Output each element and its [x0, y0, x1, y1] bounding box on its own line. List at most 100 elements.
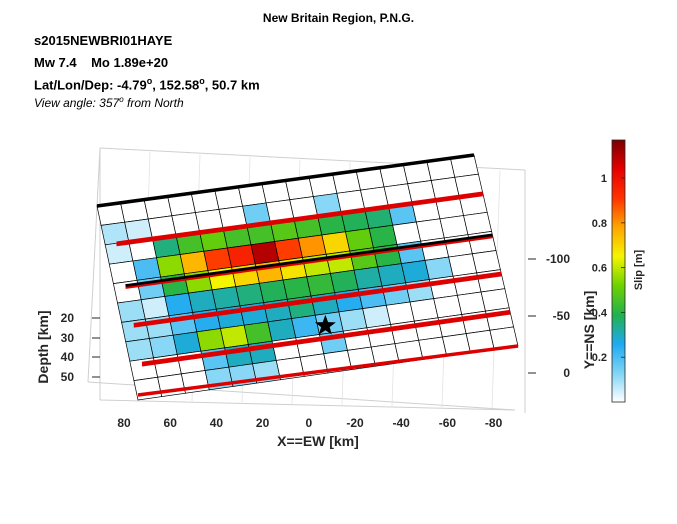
- view-suffix: from North: [126, 96, 184, 110]
- fault-contour-line: [116, 191, 484, 245]
- fault-contour-line: [141, 312, 511, 367]
- slip-cell: [433, 294, 463, 319]
- axes-box-line: [87, 147, 101, 383]
- z-axis-label: Depth [km]: [35, 310, 51, 383]
- degree-symbol: o: [119, 95, 124, 104]
- x-tick-label: 80: [117, 416, 131, 430]
- x-tick-label: -20: [346, 416, 364, 430]
- y-axis-label: Y==NS [km]: [581, 291, 597, 370]
- slip-cell: [368, 224, 398, 249]
- y-tick-label: -100: [546, 252, 570, 266]
- slip-cell: [385, 301, 415, 325]
- location-lon: 152.58: [159, 77, 200, 93]
- slip-cell: [203, 247, 233, 271]
- slip-cell: [463, 211, 493, 236]
- magnitude-line: Mw 7.4 Mo 1.89e+20: [34, 55, 168, 70]
- z-tick-label: 50: [61, 370, 75, 384]
- slip-cell: [148, 334, 178, 359]
- slip-cell: [188, 289, 217, 313]
- slip-cell: [196, 328, 226, 352]
- slip-cell: [377, 263, 407, 287]
- axes-box-line: [99, 399, 516, 411]
- moment: Mo 1.89e+20: [91, 55, 169, 70]
- colorbar: 0.2 0.4 0.6 0.8 1 Slip [m]: [592, 139, 645, 403]
- slip-cell: [220, 324, 249, 349]
- fault-contour-line: [133, 274, 502, 328]
- degree-symbol: o: [199, 76, 205, 86]
- slip-cell: [226, 244, 256, 268]
- slip-cell: [353, 266, 383, 290]
- colorbar-tick-label: 1: [601, 173, 607, 185]
- slip-cell: [415, 218, 445, 242]
- slip-cell: [456, 291, 486, 315]
- colorbar-label: Slip [m]: [633, 250, 645, 291]
- slip-cell: [329, 269, 359, 294]
- slip-cell: [117, 299, 146, 323]
- slip-cell: [164, 292, 194, 317]
- slip-cell: [133, 376, 163, 401]
- colorbar-tick-label: 0.4: [592, 307, 608, 319]
- slip-cell: [321, 231, 351, 255]
- fault-contour-line: [116, 194, 483, 247]
- slip-cell: [140, 296, 170, 320]
- slip-cell: [132, 257, 162, 281]
- fault-lines: [96, 153, 519, 397]
- slip-cell: [400, 259, 430, 284]
- slip-cell: [392, 221, 422, 245]
- slip-cell: [211, 286, 241, 310]
- x-tick-label: -80: [485, 416, 503, 430]
- slip-cell: [306, 273, 336, 297]
- view-angle: View angle: 357o from North: [34, 95, 184, 110]
- colorbar-scale: [611, 139, 626, 403]
- x-tick-label: 60: [164, 416, 178, 430]
- slip-cell: [179, 250, 209, 275]
- slip-cell: [172, 331, 202, 355]
- magnitude: Mw 7.4: [34, 55, 77, 70]
- chart-title: New Britain Region, P.N.G.: [262, 11, 415, 25]
- slip-cell: [345, 228, 374, 252]
- x-axis-label: X==EW [km]: [277, 433, 359, 449]
- slip-cell: [259, 279, 288, 303]
- event-id: s2015NEWBRI01HAYE: [34, 33, 173, 48]
- z-tick-label: 30: [61, 331, 75, 345]
- fault-top-line: [96, 153, 475, 208]
- slip-cell: [338, 308, 368, 332]
- z-tick-label: 40: [61, 350, 75, 364]
- location-lat: -4.79: [117, 77, 147, 93]
- hypocenter-star: [314, 314, 336, 335]
- slip-cell: [267, 318, 297, 342]
- fault-bottom-line: [137, 344, 519, 397]
- x-tick-label: 20: [256, 416, 270, 430]
- x-tick-label: 0: [305, 416, 312, 430]
- degree-symbol: o: [146, 76, 153, 86]
- slip-cell: [243, 321, 273, 345]
- slip-cell: [424, 256, 454, 280]
- slip-cell: [156, 254, 185, 278]
- x-tick-label: -60: [439, 416, 457, 430]
- slip-cell: [274, 237, 303, 262]
- axis-labels: 80 60 40 20 0 -20 -40 -60 -80X==EW [km]-100-500Y…: [35, 252, 597, 449]
- colorbar-tick-label: 0.6: [592, 263, 607, 275]
- location-depth: 50.7 km: [211, 77, 260, 93]
- fault-contour-line: [125, 233, 493, 288]
- x-tick-label: -40: [393, 416, 411, 430]
- slip-cell: [362, 304, 392, 329]
- slip-cell: [125, 338, 154, 362]
- slip-cell: [250, 241, 280, 265]
- colorbar-tick-label: 0.8: [592, 218, 607, 230]
- slip-cell: [108, 260, 138, 284]
- slip-cell: [291, 314, 320, 339]
- slip-cell: [439, 215, 469, 239]
- slip-cell: [235, 282, 265, 307]
- fault-contour-line: [125, 236, 493, 289]
- slip-cell: [282, 276, 312, 300]
- slip-cell: [409, 298, 439, 322]
- slip-cell: [480, 288, 510, 312]
- y-tick-label: 0: [563, 366, 570, 380]
- y-tick-label: -50: [553, 309, 571, 323]
- fault-contour-line: [141, 309, 511, 366]
- slip-cell: [297, 234, 327, 258]
- colorbar-tick-label: 0.2: [592, 352, 607, 364]
- fault-contour-line: [133, 271, 502, 327]
